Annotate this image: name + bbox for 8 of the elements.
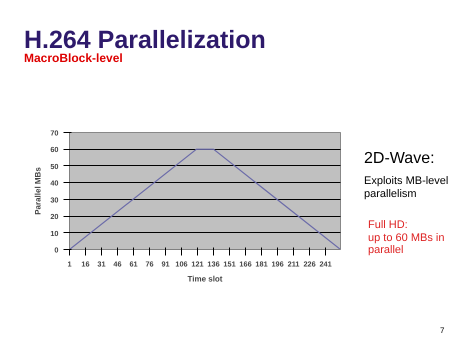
x-axis-title: Time slot — [188, 274, 223, 284]
text: 2D-Wave: — [364, 150, 435, 168]
text: Exploits MB-level parallelism — [364, 175, 448, 200]
chart-subtitle: MacroBlock-level — [24, 51, 123, 66]
y-axis-title: Parallel MBs — [33, 166, 42, 215]
chart-title: H.264 Parallelization — [24, 26, 266, 54]
text: Full HD: up to 60 MBs in parallel — [368, 219, 444, 257]
text: 7 — [440, 326, 444, 336]
